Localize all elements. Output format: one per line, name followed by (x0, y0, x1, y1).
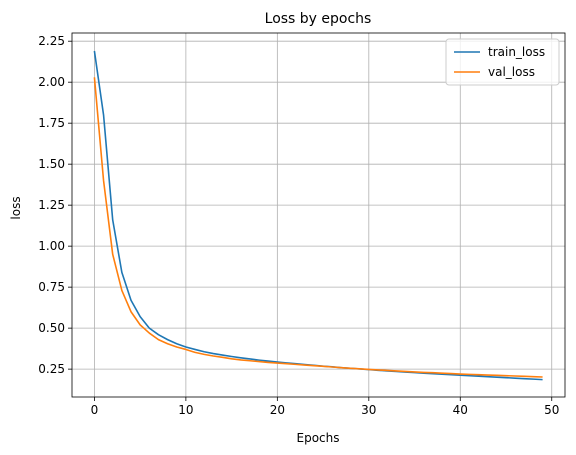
x-tick-label: 0 (91, 403, 99, 417)
y-tick-label: 2.25 (38, 34, 65, 48)
x-axis-ticks: 0 10 20 30 40 50 (91, 397, 559, 417)
y-tick-label: 1.25 (38, 198, 65, 212)
y-axis-ticks: 0.25 0.50 0.75 1.00 1.25 1.50 1.75 2.00 2.25 (38, 34, 72, 376)
x-tick-label: 30 (361, 403, 376, 417)
grid (72, 33, 565, 397)
y-tick-label: 2.00 (38, 75, 65, 89)
series-line-val-loss (93, 77, 543, 378)
series-lines (93, 50, 543, 381)
y-tick-label: 1.00 (38, 239, 65, 253)
y-tick-label: 1.50 (38, 157, 65, 171)
x-tick-label: 40 (453, 403, 468, 417)
y-tick-label: 0.75 (38, 280, 65, 294)
x-tick-label: 50 (544, 403, 559, 417)
y-tick-label: 0.50 (38, 321, 65, 335)
legend-box (445, 38, 560, 86)
y-axis-label: loss (9, 196, 23, 219)
x-tick-label: 10 (178, 403, 193, 417)
plot-frame (71, 32, 566, 398)
legend-label: val_loss (488, 65, 535, 79)
chart-title: Loss by epochs (265, 11, 372, 27)
legend: train_loss val_loss (445, 38, 560, 86)
x-axis-label: Epochs (297, 431, 340, 445)
y-tick-label: 1.75 (38, 116, 65, 130)
x-tick-label: 20 (270, 403, 285, 417)
legend-label: train_loss (488, 45, 545, 59)
y-tick-label: 0.25 (38, 362, 65, 376)
